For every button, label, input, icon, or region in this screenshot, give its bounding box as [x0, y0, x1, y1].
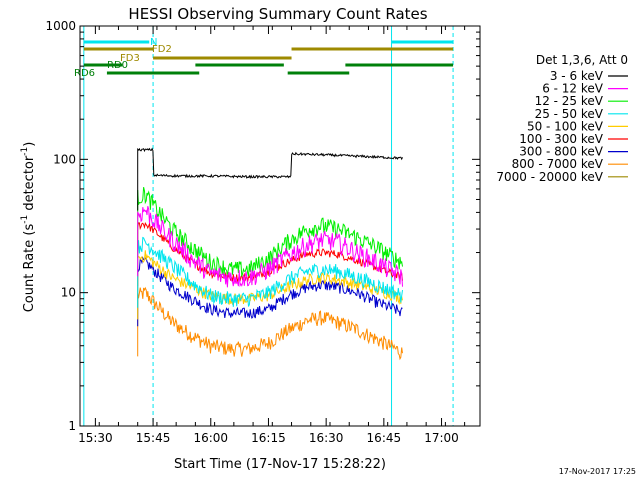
legend-label: 6 - 12 keV [542, 82, 604, 96]
x-tick-label: 16:30 [309, 431, 344, 445]
legend-label: 25 - 50 keV [535, 107, 604, 121]
state-bar-label: FD2 [152, 44, 172, 55]
series-line-300-800-kev [137, 256, 403, 327]
state-bar-label: FD3 [120, 53, 140, 64]
y-tick-label: 10 [61, 286, 76, 300]
x-tick-label: 15:30 [78, 431, 113, 445]
x-tick-label: 17:00 [424, 431, 459, 445]
legend-label: 300 - 800 keV [519, 145, 603, 159]
x-tick-label: 15:45 [136, 431, 171, 445]
legend-label: 3 - 6 keV [550, 69, 604, 83]
x-axis-label: Start Time (17-Nov-17 15:28:22) [174, 457, 386, 472]
state-bar-label: RD6 [74, 68, 95, 79]
legend-label: 100 - 300 keV [519, 132, 603, 146]
legend-header: Det 1,3,6, Att 0 [536, 53, 628, 67]
legend-label: 800 - 7000 keV [512, 157, 604, 171]
series-line-12-25-kev [137, 186, 403, 277]
legend-label: 7000 - 20000 keV [496, 170, 603, 184]
y-tick-label: 1 [68, 419, 76, 433]
y-tick-label: 1000 [45, 19, 76, 33]
y-tick-label: 100 [53, 152, 76, 166]
y-axis-label: Count Rate (s-1 detector-1) [20, 142, 37, 313]
state-bar-label: N [150, 37, 157, 48]
x-tick-label: 16:15 [251, 431, 286, 445]
x-tick-label: 16:45 [367, 431, 402, 445]
series-line-50-100-kev [137, 250, 403, 320]
series-line-3-6-kev [137, 147, 403, 211]
series-line-6-12-kev [137, 206, 403, 288]
series-line-25-50-kev [137, 236, 403, 308]
series-line-800-7000-kev [137, 286, 403, 361]
state-bar-label: RD0 [107, 60, 128, 71]
legend-label: 12 - 25 keV [535, 94, 604, 108]
chart-title: HESSI Observing Summary Count Rates [128, 5, 427, 23]
plot-frame [79, 25, 481, 427]
timestamp: 17-Nov-2017 17:25 [559, 467, 636, 476]
x-tick-label: 16:00 [193, 431, 228, 445]
legend-label: 50 - 100 keV [527, 119, 604, 133]
